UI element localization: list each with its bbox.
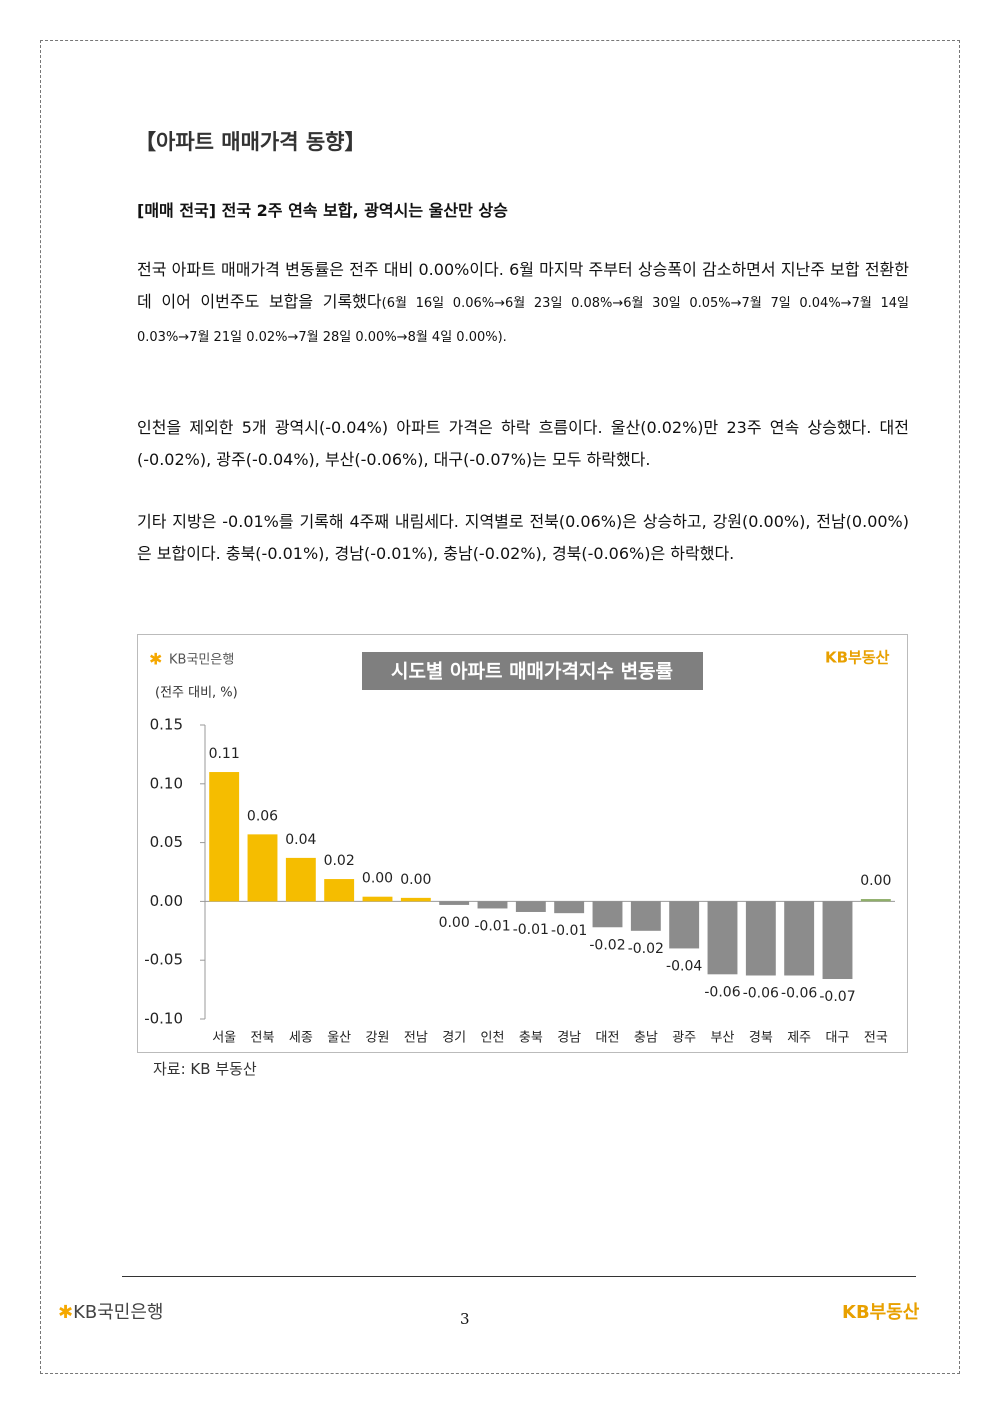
value-label: 0.00 <box>439 915 470 931</box>
x-tick-label: 울산 <box>327 1031 351 1046</box>
note: (6월 16일 0.06%→6월 23일 0.08%→6월 30일 0.05%→… <box>137 296 909 345</box>
source: 자료: KB 부동산 <box>153 1060 257 1078</box>
value-label: -0.06 <box>704 984 740 1000</box>
y-tick-label: -0.05 <box>144 951 183 969</box>
brand: KB국민은행 <box>73 1302 164 1323</box>
x-tick-label: 전북 <box>251 1031 275 1046</box>
bar <box>515 901 546 912</box>
x-tick-label: 대전 <box>596 1031 620 1046</box>
value-label: 0.00 <box>860 873 891 889</box>
chart: ✱ KB국민은행 KB부동산 시도별 아파트 매매가격지수 변동률 (전주 대비… <box>137 634 908 1053</box>
bar <box>784 901 815 976</box>
brand: KB부동산 <box>825 649 890 667</box>
title-box <box>362 652 703 690</box>
x-tick-label: 강원 <box>366 1031 390 1046</box>
footer-brand: KB부동산 <box>842 1302 920 1323</box>
value-label: -0.07 <box>819 989 855 1005</box>
x-tick-label: 전남 <box>404 1031 428 1046</box>
page-number: 3 <box>460 1310 470 1328</box>
logo-star: ✱ <box>58 1302 74 1323</box>
bar <box>592 901 623 928</box>
value-label: 0.00 <box>400 872 431 888</box>
x-tick-label: 광주 <box>672 1031 696 1046</box>
bar <box>247 834 278 902</box>
value-label: -0.02 <box>589 937 625 953</box>
bar <box>400 897 431 902</box>
chart-title: 시도별 아파트 매매가격지수 변동률 <box>391 661 673 683</box>
bar <box>477 901 508 909</box>
x-tick-label: 인천 <box>481 1031 505 1046</box>
x-tick-label: 충북 <box>519 1031 543 1046</box>
text: 전국 아파트 매매가격 변동률은 전주 대비 0.00%이다. 6월 마지막 주… <box>137 260 909 311</box>
value-label: 0.06 <box>247 808 278 824</box>
bar <box>324 879 355 902</box>
x-tick-label: 전국 <box>864 1031 888 1046</box>
y-tick-label: 0.00 <box>150 892 183 910</box>
value-label: -0.06 <box>781 985 817 1001</box>
value-label: -0.01 <box>513 922 549 938</box>
y-tick-label: 0.15 <box>150 716 183 734</box>
x-tick-label: 경기 <box>442 1031 466 1046</box>
bar <box>707 901 738 975</box>
x-tick-label: 서울 <box>212 1031 236 1046</box>
paragraph: 인천을 제외한 5개 광역시(-0.04%) 아파트 가격은 하락 흐름이다. … <box>137 412 909 476</box>
bar <box>554 901 585 914</box>
x-tick-label: 대구 <box>826 1031 850 1046</box>
bar <box>860 899 891 902</box>
brand: KB국민은행 <box>169 652 234 668</box>
bar <box>439 901 470 905</box>
value-label: 0.04 <box>285 832 316 848</box>
x-tick-label: 경북 <box>749 1031 773 1046</box>
subheading: [매매 전국] 전국 2주 연속 보합, 광역시는 울산만 상승 <box>137 201 508 220</box>
x-tick-label: 부산 <box>711 1031 735 1046</box>
x-tick-label: 충남 <box>634 1031 658 1046</box>
page-frame <box>40 40 960 1374</box>
value-label: -0.01 <box>551 923 587 939</box>
value-label: -0.01 <box>474 918 510 934</box>
value-label: 0.02 <box>324 853 355 869</box>
bar <box>285 857 316 902</box>
y-tick-label: 0.05 <box>150 833 183 851</box>
heading: 【아파트 매매가격 동향】 <box>135 130 366 154</box>
y-tick-label: 0.10 <box>150 774 183 792</box>
paragraph: 전국 아파트 매매가격 변동률은 전주 대비 0.00%이다. 6월 마지막 주… <box>137 254 909 354</box>
text: 인천을 제외한 5개 광역시(-0.04%) 아파트 가격은 하락 흐름이다. … <box>137 418 909 469</box>
value-label: -0.04 <box>666 958 702 974</box>
bar <box>630 901 661 931</box>
value-label: -0.02 <box>628 941 664 957</box>
bar <box>669 901 700 949</box>
x-tick-label: 제주 <box>787 1031 811 1046</box>
footer-rule <box>122 1276 916 1277</box>
value-label: 0.11 <box>209 746 240 762</box>
bar <box>745 901 776 976</box>
bar <box>362 896 393 902</box>
text: 기타 지방은 -0.01%를 기록해 4주째 내림세다. 지역별로 전북(0.0… <box>137 512 909 563</box>
y-tick-label: -0.10 <box>144 1010 183 1028</box>
paragraph: 기타 지방은 -0.01%를 기록해 4주째 내림세다. 지역별로 전북(0.0… <box>137 506 909 570</box>
footer-brand: ✱KB국민은행 <box>58 1298 164 1324</box>
bar <box>822 901 853 980</box>
value-label: -0.06 <box>743 985 779 1001</box>
value-label: 0.00 <box>362 871 393 887</box>
logo-star: ✱ <box>149 650 162 669</box>
y-axis-label: (전주 대비, %) <box>155 686 238 701</box>
x-tick-label: 세종 <box>289 1031 313 1046</box>
x-tick-label: 경남 <box>557 1031 581 1046</box>
bar <box>209 772 240 902</box>
